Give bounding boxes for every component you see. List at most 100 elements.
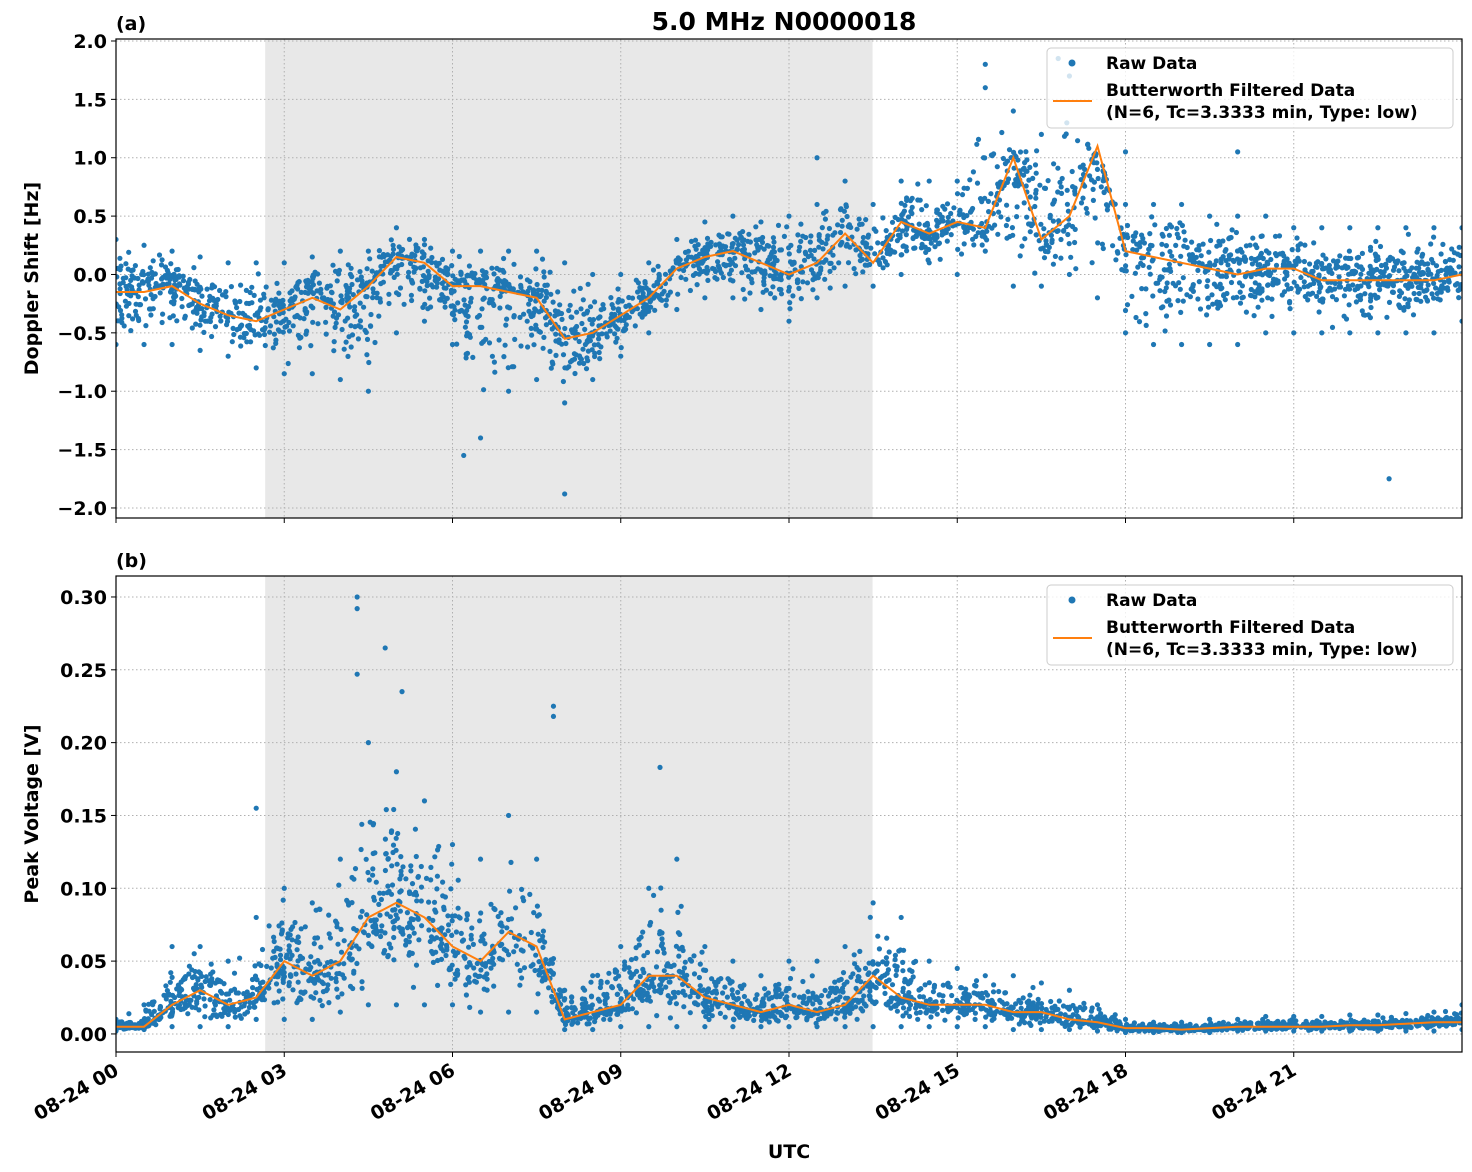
raw-point	[1347, 330, 1353, 336]
raw-point	[985, 198, 992, 204]
raw-point	[715, 263, 722, 269]
raw-point	[556, 337, 562, 343]
raw-point	[892, 963, 898, 969]
raw-point	[1005, 176, 1012, 182]
raw-point	[185, 279, 191, 285]
raw-point	[898, 252, 904, 258]
raw-point	[139, 279, 146, 285]
raw-point	[746, 273, 752, 279]
raw-point	[246, 325, 252, 331]
raw-point	[418, 898, 424, 904]
raw-point	[332, 324, 338, 330]
raw-point	[449, 248, 456, 254]
raw-point	[663, 302, 669, 308]
raw-point	[589, 321, 595, 327]
raw-point	[982, 248, 988, 254]
raw-point	[1197, 306, 1204, 312]
raw-point	[525, 288, 531, 294]
raw-point	[123, 303, 129, 309]
raw-point	[763, 992, 769, 998]
raw-point	[202, 1003, 208, 1009]
raw-point	[1239, 283, 1245, 289]
raw-point	[427, 295, 433, 301]
raw-point	[1058, 236, 1064, 243]
raw-point	[941, 230, 947, 236]
raw-point	[1419, 253, 1425, 259]
raw-point	[536, 328, 542, 334]
raw-point	[990, 989, 997, 995]
raw-point	[888, 247, 894, 253]
raw-point	[932, 244, 938, 250]
raw-point	[464, 964, 470, 970]
raw-point	[434, 284, 440, 290]
raw-point	[501, 278, 507, 284]
raw-point	[802, 249, 809, 255]
raw-point	[1038, 131, 1044, 137]
raw-point	[644, 949, 651, 956]
raw-point	[419, 278, 425, 284]
raw-point	[1195, 296, 1201, 302]
raw-point	[573, 352, 579, 358]
raw-point-outlier	[562, 491, 568, 497]
raw-point	[1329, 294, 1336, 300]
raw-point	[429, 948, 435, 955]
raw-point	[480, 937, 486, 943]
raw-point	[479, 268, 485, 274]
raw-point	[650, 267, 657, 273]
raw-point	[201, 313, 207, 319]
raw-point	[452, 317, 458, 323]
raw-point	[521, 311, 527, 317]
raw-point	[718, 234, 724, 240]
raw-point	[1073, 266, 1079, 272]
raw-point	[1249, 261, 1255, 267]
raw-point	[1435, 296, 1441, 302]
raw-point	[781, 233, 788, 239]
raw-point	[1096, 1006, 1102, 1012]
raw-point	[1022, 160, 1028, 166]
raw-point	[443, 285, 449, 291]
raw-point	[1456, 264, 1462, 270]
raw-point	[1014, 204, 1020, 210]
raw-point	[1084, 210, 1090, 216]
raw-point	[1433, 285, 1439, 291]
raw-point	[786, 213, 792, 219]
raw-point	[417, 286, 423, 292]
raw-point	[116, 274, 120, 280]
raw-point	[1250, 235, 1256, 241]
raw-point	[1195, 267, 1201, 273]
raw-point	[1415, 284, 1421, 290]
raw-point	[643, 983, 649, 989]
raw-point	[872, 251, 878, 257]
raw-point	[411, 930, 417, 936]
raw-point	[1315, 259, 1321, 265]
raw-point	[1284, 270, 1290, 276]
raw-point	[143, 323, 149, 329]
raw-point	[180, 273, 186, 279]
raw-point	[1113, 257, 1119, 263]
raw-point	[298, 926, 304, 932]
raw-point	[880, 240, 886, 247]
raw-point	[1414, 259, 1420, 265]
raw-point	[898, 271, 904, 278]
raw-point	[788, 242, 794, 248]
raw-point	[484, 976, 490, 982]
raw-point	[167, 979, 173, 985]
raw-point	[1207, 262, 1213, 268]
raw-point	[816, 232, 822, 238]
raw-point	[843, 995, 849, 1001]
raw-point	[767, 273, 773, 279]
raw-point	[533, 952, 539, 958]
raw-point	[778, 287, 784, 293]
raw-point	[667, 1000, 673, 1006]
raw-point	[444, 944, 450, 951]
raw-point	[1425, 282, 1431, 288]
raw-point	[1173, 242, 1179, 248]
raw-point	[956, 212, 963, 218]
raw-point	[867, 261, 873, 268]
raw-point	[257, 297, 263, 303]
raw-point	[732, 255, 738, 261]
raw-point	[1223, 258, 1229, 264]
raw-point	[398, 854, 404, 860]
raw-point	[193, 321, 199, 327]
raw-point	[1279, 292, 1285, 298]
